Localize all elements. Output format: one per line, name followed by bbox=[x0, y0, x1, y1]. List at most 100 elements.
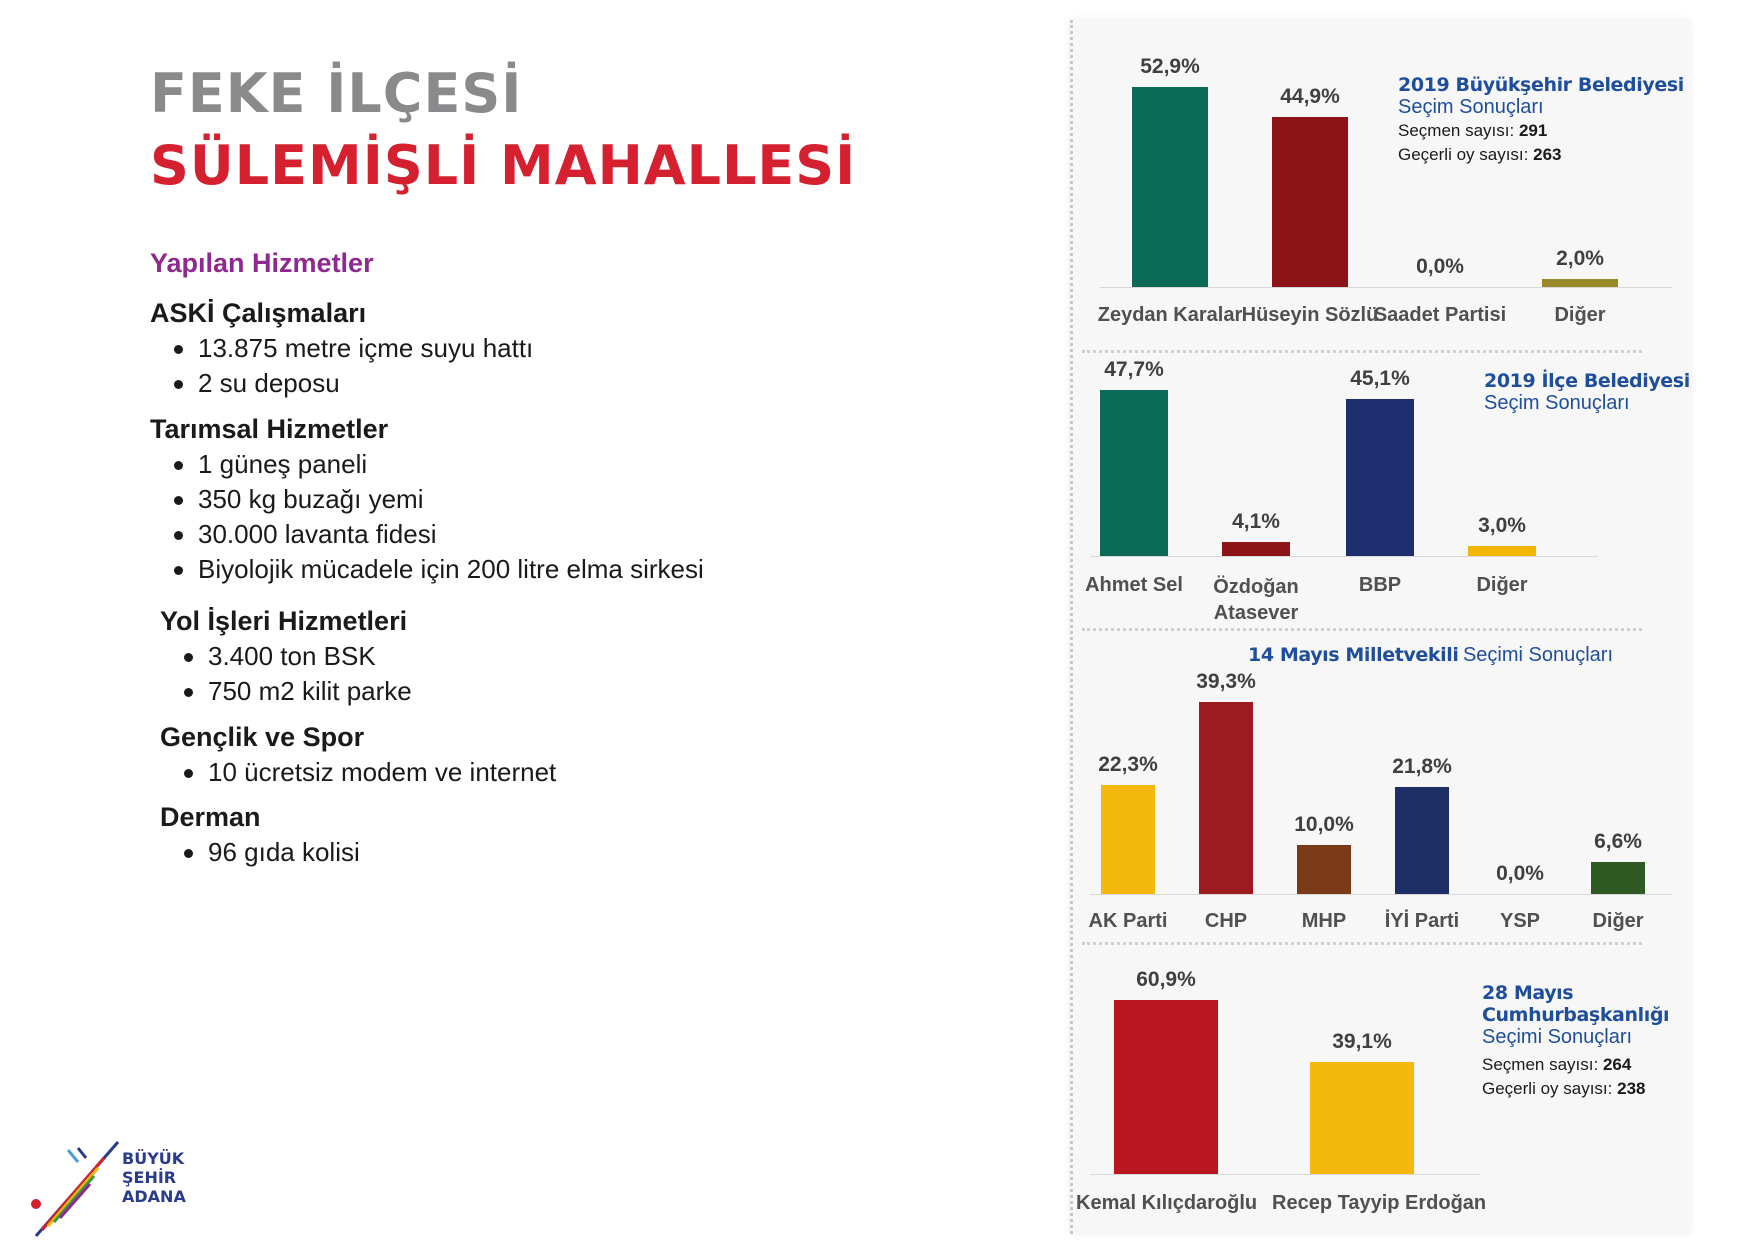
service-item: 30.000 lavanta fidesi bbox=[174, 517, 770, 552]
voters-line: Seçmen sayısı: 264 bbox=[1482, 1053, 1669, 1077]
section-divider bbox=[1082, 628, 1642, 631]
panel-dotted-border bbox=[1070, 20, 1073, 1234]
category-label: Diğer bbox=[1592, 910, 1644, 932]
chart-metropolitan-2019: 2019 Büyükşehir Belediyesi Seçim Sonuçla… bbox=[1090, 30, 1690, 350]
voters-label: Seçmen sayısı: bbox=[1398, 121, 1515, 140]
bar-özdoğan-atasever bbox=[1222, 542, 1290, 556]
adana-logo: BÜYÜK ŞEHİR ADANA bbox=[28, 1138, 198, 1238]
chart-subtitle: Seçim Sonuçları bbox=[1398, 96, 1544, 118]
district-title: FEKE İLÇESİ bbox=[150, 62, 523, 125]
bar-value-label: 21,8% bbox=[1392, 755, 1452, 778]
category-label: İYİ Parti bbox=[1384, 910, 1460, 932]
voters-count: 264 bbox=[1602, 1055, 1632, 1074]
chart-district-2019: 2019 İlçe Belediyesi Seçim Sonuçları 47,… bbox=[1085, 356, 1690, 626]
service-item: 750 m2 kilit parke bbox=[184, 674, 780, 709]
chart-info: 28 Mayıs Cumhurbaşkanlığı Seçimi Sonuçla… bbox=[1482, 982, 1670, 1101]
chart-subtitle: Seçim Sonuçları bbox=[1484, 392, 1630, 414]
chart-subtitle: Seçimi Sonuçları bbox=[1482, 1026, 1633, 1048]
bar-mhp bbox=[1297, 845, 1351, 894]
chart-baseline bbox=[1090, 1174, 1480, 1175]
logo-text-line1: BÜYÜK bbox=[122, 1149, 185, 1168]
chart-title: 2019 Büyükşehir Belediyesi bbox=[1398, 74, 1684, 96]
bar-value-label: 6,6% bbox=[1594, 830, 1642, 853]
chart-info: 14 Mayıs Milletvekili Seçimi Sonuçları bbox=[1248, 644, 1613, 667]
chart-baseline bbox=[1100, 287, 1672, 288]
bar-value-label: 10,0% bbox=[1294, 813, 1354, 836]
bar-value-label: 3,0% bbox=[1478, 514, 1526, 537]
services-heading: Yapılan Hizmetler bbox=[150, 248, 374, 278]
bar-value-label: 47,7% bbox=[1104, 358, 1164, 381]
service-group-title: Derman bbox=[160, 802, 261, 832]
bar-value-label: 22,3% bbox=[1098, 753, 1158, 776]
bar-diğer bbox=[1468, 546, 1536, 556]
chart-presidential-2023: 28 Mayıs Cumhurbaşkanlığı Seçimi Sonuçla… bbox=[1076, 948, 1690, 1228]
category-label: Ahmet Sel bbox=[1085, 574, 1183, 596]
bar-value-label: 44,9% bbox=[1280, 85, 1340, 108]
service-group-youth-sport: Gençlik ve Spor 10 ücretsiz modem ve int… bbox=[160, 722, 780, 790]
category-label: BBP bbox=[1358, 574, 1402, 596]
bar-hüseyin-sözlü bbox=[1272, 117, 1348, 287]
chart-baseline bbox=[1090, 894, 1672, 895]
service-item: 96 gıda kolisi bbox=[184, 835, 780, 870]
category-label: Diğer bbox=[1476, 574, 1528, 596]
chart-info: 2019 İlçe Belediyesi Seçim Sonuçları bbox=[1484, 370, 1690, 415]
service-item: 3.400 ton BSK bbox=[184, 639, 780, 674]
bar-diğer bbox=[1542, 279, 1618, 287]
service-group-title: Tarımsal Hizmetler bbox=[150, 414, 389, 444]
category-label: CHP bbox=[1204, 910, 1248, 932]
bar-value-label: 39,3% bbox=[1196, 670, 1256, 693]
bar-i̇yi̇-parti bbox=[1395, 787, 1449, 894]
chart-baseline bbox=[1090, 556, 1598, 557]
valid-votes-count: 238 bbox=[1617, 1079, 1646, 1098]
category-label: Zeydan Karalar bbox=[1097, 304, 1243, 326]
service-group-title: Yol İşleri Hizmetleri bbox=[160, 606, 408, 636]
category-label: YSP bbox=[1499, 910, 1541, 932]
bar-recep-tayyip-erdoğan bbox=[1310, 1062, 1414, 1174]
logo-stripes-icon bbox=[31, 1141, 120, 1237]
chart-info: 2019 Büyükşehir Belediyesi Seçim Sonuçla… bbox=[1398, 74, 1684, 167]
chart-title-line1: 28 Mayıs bbox=[1482, 982, 1574, 1004]
service-item: 13.875 metre içme suyu hattı bbox=[174, 331, 770, 366]
voters-label: Seçmen sayısı: bbox=[1482, 1055, 1599, 1074]
valid-votes-line: Geçerli oy sayısı: 263 bbox=[1398, 143, 1684, 167]
bar-zeydan-karalar bbox=[1132, 87, 1208, 287]
bar-value-label: 0,0% bbox=[1416, 255, 1464, 278]
bar-value-label: 52,9% bbox=[1140, 55, 1200, 78]
chart-subtitle: Seçimi Sonuçları bbox=[1462, 644, 1613, 666]
neighborhood-title: SÜLEMİŞLİ MAHALLESİ bbox=[150, 134, 857, 197]
logo-text-line2: ŞEHİR bbox=[122, 1168, 177, 1187]
bar-diğer bbox=[1591, 862, 1645, 894]
bar-ahmet-sel bbox=[1100, 390, 1168, 556]
category-label: Hüseyin Sözlü bbox=[1241, 304, 1379, 326]
logo-text-line3: ADANA bbox=[122, 1187, 186, 1206]
service-item: 10 ücretsiz modem ve internet bbox=[184, 755, 780, 790]
service-item: 2 su deposu bbox=[174, 366, 770, 401]
valid-votes-label: Geçerli oy sayısı: bbox=[1398, 145, 1529, 164]
bar-value-label: 60,9% bbox=[1136, 968, 1196, 991]
category-label: Kemal Kılıçdaroğlu bbox=[1076, 1192, 1258, 1214]
category-label: Özdoğan Atasever bbox=[1213, 576, 1299, 624]
service-group-roads: Yol İşleri Hizmetleri 3.400 ton BSK 750 … bbox=[160, 606, 780, 709]
bar-ak-parti bbox=[1101, 785, 1155, 894]
bar-value-label: 45,1% bbox=[1350, 367, 1410, 390]
bar-value-label: 0,0% bbox=[1496, 862, 1544, 885]
valid-votes-label: Geçerli oy sayısı: bbox=[1482, 1079, 1613, 1098]
bar-chp bbox=[1199, 702, 1253, 894]
service-group-title: ASKİ Çalışmaları bbox=[150, 298, 367, 328]
voters-count: 291 bbox=[1518, 121, 1548, 140]
service-item: 1 güneş paneli bbox=[174, 447, 770, 482]
section-divider bbox=[1082, 350, 1642, 353]
bar-value-label: 39,1% bbox=[1332, 1030, 1392, 1053]
service-group-agriculture: Tarımsal Hizmetler 1 güneş paneli 350 kg… bbox=[150, 414, 770, 587]
category-label: MHP bbox=[1301, 910, 1347, 932]
category-label: AK Parti bbox=[1088, 910, 1168, 932]
valid-votes-line: Geçerli oy sayısı: 238 bbox=[1482, 1077, 1669, 1101]
category-label: Diğer bbox=[1554, 304, 1606, 326]
bar-bbp bbox=[1346, 399, 1414, 556]
bar-value-label: 2,0% bbox=[1556, 247, 1604, 270]
category-label: Saadet Partisi bbox=[1373, 304, 1507, 326]
chart-parliament-2023: 14 Mayıs Milletvekili Seçimi Sonuçları 2… bbox=[1089, 634, 1690, 934]
chart-title: 2019 İlçe Belediyesi bbox=[1484, 370, 1690, 392]
service-group-title: Gençlik ve Spor bbox=[160, 722, 365, 752]
bar-kemal-kılıçdaroğlu bbox=[1114, 1000, 1218, 1174]
